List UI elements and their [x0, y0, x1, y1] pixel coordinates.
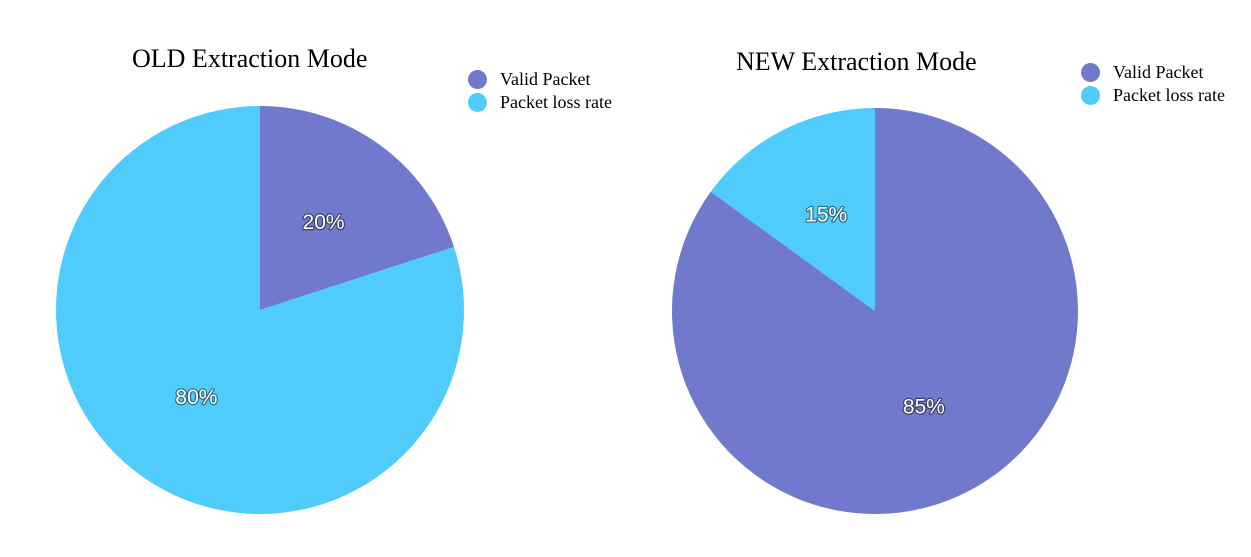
pie-slice-valid-packet: [260, 106, 455, 310]
pie-chart: 20% 80%: [56, 106, 465, 514]
pie-slice-valid-packet: [672, 108, 1079, 514]
pie-chart: 85% 15%: [672, 108, 1079, 514]
legend-item-valid-packet: Valid Packet: [468, 68, 612, 91]
chart-legend: Valid Packet Packet loss rate: [468, 68, 612, 114]
legend-label-packet-loss-rate: Packet loss rate: [1113, 85, 1225, 105]
legend-swatch-packet-loss-rate: [1081, 86, 1100, 105]
legend-label-packet-loss-rate: Packet loss rate: [500, 92, 612, 112]
chart-title: NEW Extraction Mode: [736, 47, 977, 76]
pie-slice-packet-loss-rate: [710, 108, 875, 311]
legend-item-packet-loss-rate: Packet loss rate: [468, 91, 612, 114]
chart-legend: Valid Packet Packet loss rate: [1081, 61, 1225, 107]
legend-label-valid-packet: Valid Packet: [1113, 62, 1204, 82]
slice-label-valid-packet: 85%: [903, 395, 945, 418]
legend-item-valid-packet: Valid Packet: [1081, 61, 1225, 84]
legend-swatch-packet-loss-rate: [468, 93, 487, 112]
old-extraction-chart: OLD Extraction Mode Valid Packet Packet …: [0, 0, 625, 557]
slice-label-packet-loss-rate: 15%: [805, 204, 847, 227]
new-extraction-chart: NEW Extraction Mode Valid Packet Packet …: [625, 0, 1251, 557]
pie-slice-packet-loss-rate: [56, 106, 465, 514]
legend-swatch-valid-packet: [1081, 63, 1100, 82]
slice-label-valid-packet: 20%: [303, 211, 345, 234]
legend-swatch-valid-packet: [468, 70, 487, 89]
legend-item-packet-loss-rate: Packet loss rate: [1081, 84, 1225, 107]
legend-label-valid-packet: Valid Packet: [500, 69, 591, 89]
slice-label-packet-loss-rate: 80%: [175, 386, 217, 409]
chart-title: OLD Extraction Mode: [132, 44, 368, 73]
